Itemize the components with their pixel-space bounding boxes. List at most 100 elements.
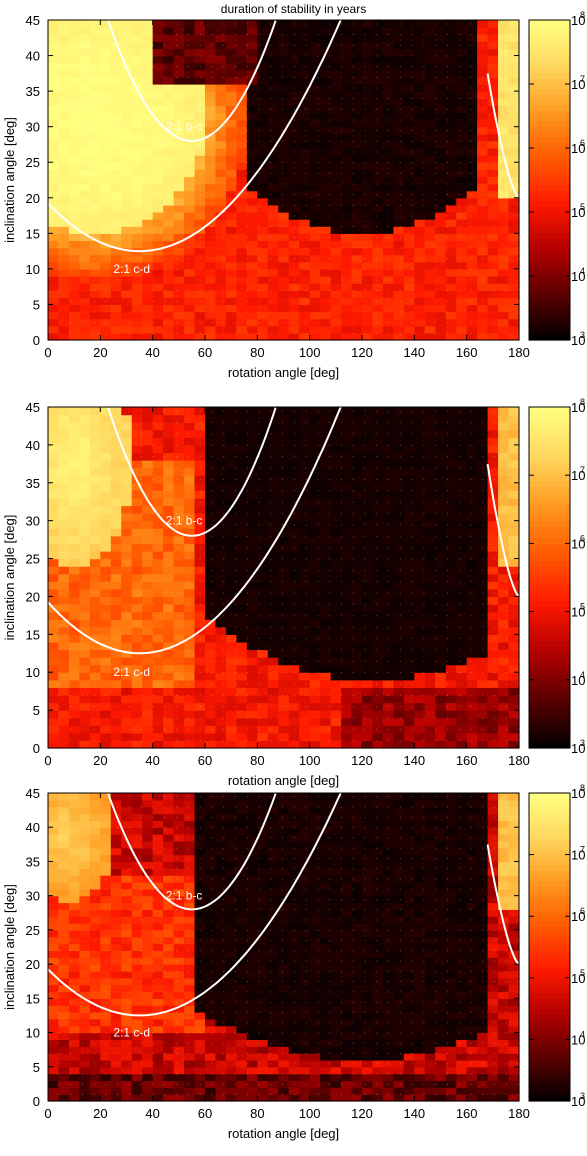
heatmap-cell xyxy=(435,247,447,256)
heatmap-cell xyxy=(236,535,248,544)
heatmap-cell xyxy=(299,84,311,92)
heatmap-cell xyxy=(163,283,175,291)
heatmap-cell xyxy=(205,297,217,306)
grid-dot xyxy=(129,194,130,195)
heatmap-cell xyxy=(320,657,332,666)
heatmap-cell xyxy=(246,183,258,192)
grid-dot xyxy=(282,140,283,142)
grid-dot xyxy=(341,247,342,249)
heatmap-cell xyxy=(184,311,196,320)
grid-dot xyxy=(388,268,389,270)
heatmap-cell xyxy=(163,304,175,313)
heatmap-cell xyxy=(48,84,60,92)
heatmap-cell xyxy=(362,219,374,227)
grid-dot xyxy=(105,226,107,227)
heatmap-cell xyxy=(382,268,394,277)
heatmap-cell xyxy=(100,318,112,327)
heatmap-cell xyxy=(100,550,112,560)
heatmap-cell xyxy=(362,34,374,42)
grid-dot xyxy=(70,140,71,142)
heatmap-cell xyxy=(89,268,101,277)
heatmap-cell xyxy=(330,407,342,416)
heatmap-cell xyxy=(320,148,332,156)
heatmap-cell xyxy=(142,148,154,156)
heatmap-cell xyxy=(89,48,101,57)
grid-dot xyxy=(447,215,448,217)
heatmap-cell xyxy=(288,740,300,749)
heatmap-cell xyxy=(382,169,394,178)
grid-dot xyxy=(364,215,366,217)
heatmap-cell xyxy=(299,311,311,320)
heatmap-cell xyxy=(110,460,122,469)
heatmap-cell xyxy=(372,69,384,78)
heatmap-cell xyxy=(372,528,384,537)
heatmap-cell xyxy=(68,657,80,666)
heatmap-cell xyxy=(142,467,154,476)
heatmap-cell xyxy=(79,581,91,590)
grid-dot xyxy=(329,172,331,174)
heatmap-cell xyxy=(456,34,468,42)
heatmap-cell xyxy=(278,276,290,284)
heatmap-cell xyxy=(362,717,374,726)
grid-dot xyxy=(411,66,413,67)
heatmap-cell xyxy=(58,626,70,635)
heatmap-cell xyxy=(131,133,143,142)
heatmap-cell xyxy=(246,311,258,320)
heatmap-cell xyxy=(152,34,164,42)
grid-dot xyxy=(482,108,484,110)
heatmap-cell xyxy=(205,233,217,242)
heatmap-cell xyxy=(341,475,353,484)
heatmap-cell xyxy=(330,240,342,249)
heatmap-cell xyxy=(110,48,122,57)
heatmap-cell xyxy=(58,41,70,50)
heatmap-cell xyxy=(278,204,290,213)
grid-dot xyxy=(176,247,177,249)
heatmap-cell xyxy=(435,332,447,341)
heatmap-cell xyxy=(382,126,394,135)
heatmap-cell xyxy=(163,190,175,199)
heatmap-cell xyxy=(330,558,342,567)
heatmap-cell xyxy=(320,76,332,85)
heatmap-cell xyxy=(362,641,374,651)
grid-dot xyxy=(164,194,166,195)
heatmap-cell xyxy=(163,112,175,121)
heatmap-cell xyxy=(320,55,332,64)
grid-dot xyxy=(470,130,472,131)
grid-dot xyxy=(93,98,95,99)
grid-dot xyxy=(423,236,425,238)
heatmap-cell xyxy=(215,694,227,704)
heatmap-cell xyxy=(89,126,101,135)
heatmap-cell xyxy=(309,268,321,277)
heatmap-cell xyxy=(152,535,164,544)
heatmap-cell xyxy=(236,664,248,673)
heatmap-cell xyxy=(194,543,206,552)
grid-dot xyxy=(352,140,354,142)
grid-dot xyxy=(423,87,425,89)
heatmap-cell xyxy=(48,505,60,514)
heatmap-cell xyxy=(320,332,332,341)
heatmap-cell xyxy=(246,475,258,484)
heatmap-cell xyxy=(173,247,185,256)
grid-dot xyxy=(152,226,154,227)
grid-dot xyxy=(223,119,225,121)
heatmap-cell xyxy=(382,261,394,270)
heatmap-cell xyxy=(163,679,175,688)
grid-dot xyxy=(235,151,236,153)
heatmap-cell xyxy=(351,69,363,78)
heatmap-cell xyxy=(362,283,374,291)
heatmap-cell xyxy=(299,550,311,560)
grid-dot xyxy=(176,140,177,142)
heatmap-cell xyxy=(362,233,374,242)
grid-dot xyxy=(70,108,71,110)
heatmap-cell xyxy=(79,467,91,476)
heatmap-cell xyxy=(320,573,332,582)
heatmap-cell xyxy=(89,20,101,28)
heatmap-cell xyxy=(341,204,353,213)
heatmap-cell xyxy=(194,649,206,658)
grid-dot xyxy=(140,247,142,249)
heatmap-cell xyxy=(173,297,185,306)
heatmap-cell xyxy=(288,268,300,277)
heatmap-cell xyxy=(100,91,112,99)
grid-dot xyxy=(70,66,71,67)
heatmap-cell xyxy=(152,155,164,163)
